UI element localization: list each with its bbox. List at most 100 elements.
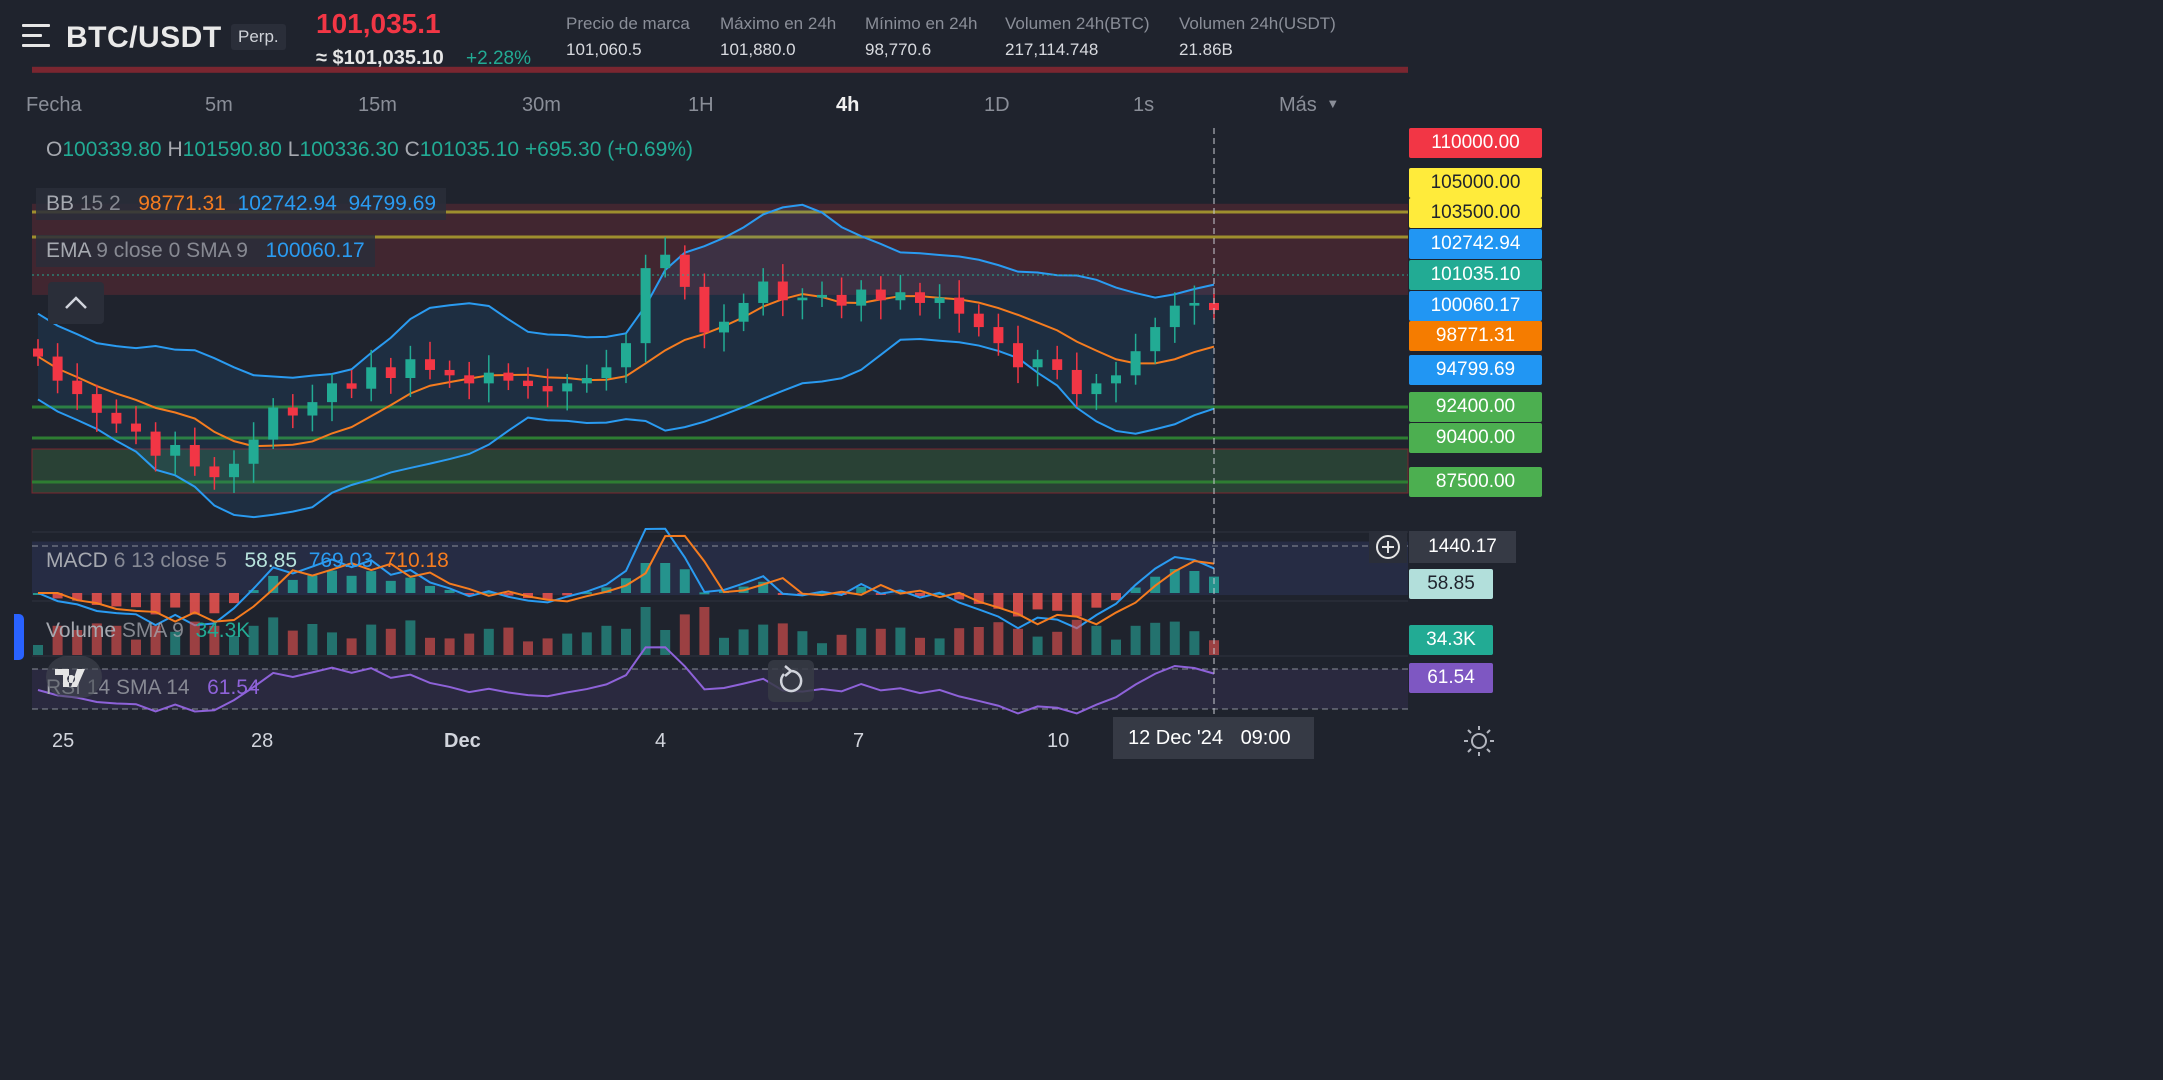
date-tick: 7 bbox=[853, 730, 865, 752]
bb-legend[interactable]: BB 15 2 98771.31 102742.94 94799.69 bbox=[36, 188, 447, 220]
chevron-down-icon: ▼ bbox=[1326, 96, 1340, 111]
tab-more[interactable]: Más ▼ bbox=[1279, 94, 1339, 117]
price-chart[interactable] bbox=[0, 0, 1568, 783]
bb-lower-value: 94799.69 bbox=[348, 192, 437, 215]
volume-bar bbox=[758, 624, 769, 655]
stat-label-mark-price: Precio de marca bbox=[566, 14, 690, 33]
volume-params: SMA 9 bbox=[121, 619, 184, 642]
macd-histogram-bar bbox=[1013, 593, 1023, 617]
macd-histogram-bar bbox=[131, 593, 141, 608]
tab-1s[interactable]: 1s bbox=[1133, 94, 1155, 116]
tab-15m[interactable]: 15m bbox=[358, 94, 397, 116]
macd-histogram-bar bbox=[405, 577, 416, 593]
macd-histogram-bar bbox=[1071, 593, 1082, 617]
collapse-legend-button[interactable] bbox=[48, 282, 104, 324]
tab-1d[interactable]: 1D bbox=[984, 94, 1010, 116]
price-tag: 92400.00 bbox=[1409, 392, 1542, 422]
macd-histogram-bar bbox=[1130, 587, 1141, 593]
candle-body bbox=[875, 289, 886, 301]
bb-mid-value: 98771.31 bbox=[138, 192, 226, 215]
volume-bar bbox=[660, 630, 671, 655]
price-tag: 101035.10 bbox=[1409, 260, 1542, 290]
macd-histogram-bar bbox=[1189, 571, 1200, 593]
side-handle[interactable] bbox=[14, 614, 24, 660]
macd-histogram-bar bbox=[581, 592, 592, 595]
ema-value: 100060.17 bbox=[265, 239, 365, 262]
candle-body bbox=[444, 369, 455, 376]
macd-histogram-bar bbox=[542, 593, 553, 600]
crosshair-date-label: 12 Dec '24 09:00 bbox=[1113, 717, 1314, 759]
candle-body bbox=[601, 367, 612, 378]
volume-bar bbox=[33, 645, 43, 655]
level-zone-110000 bbox=[32, 66, 1408, 73]
reset-chart-button[interactable] bbox=[768, 660, 814, 702]
volume-bar bbox=[1169, 621, 1180, 655]
volume-bar bbox=[993, 622, 1004, 655]
volume-bar bbox=[1013, 628, 1023, 655]
macd-legend[interactable]: MACD 6 13 close 5 58.85 769.03 710.18 bbox=[46, 549, 449, 573]
contract-badge: Perp. bbox=[231, 24, 286, 50]
candle-body bbox=[1071, 369, 1082, 395]
macd-histogram-bar bbox=[307, 575, 318, 593]
tab-4h[interactable]: 4h bbox=[836, 94, 860, 116]
ema-legend[interactable]: EMA 9 close 0 SMA 9 100060.17 bbox=[36, 235, 375, 267]
candle-body bbox=[385, 367, 396, 378]
stat-value-mark-price: 101,060.5 bbox=[566, 40, 642, 59]
crosshair-time: 09:00 bbox=[1240, 727, 1291, 749]
candle-body bbox=[562, 383, 573, 392]
candle-body bbox=[327, 383, 337, 403]
bb-params: 15 2 bbox=[79, 192, 121, 215]
ema-params: 9 close 0 SMA 9 bbox=[96, 239, 248, 262]
candle-body bbox=[229, 463, 239, 478]
candle-body bbox=[542, 386, 553, 392]
volume-legend[interactable]: Volume SMA 9 34.3K bbox=[46, 619, 250, 643]
macd-histogram-bar bbox=[993, 593, 1004, 609]
volume-bar bbox=[248, 625, 259, 655]
volume-bar bbox=[973, 627, 984, 655]
macd-histogram-bar bbox=[150, 593, 161, 615]
rsi-params: 14 SMA 14 bbox=[86, 676, 190, 699]
macd-histogram-bar bbox=[366, 571, 377, 593]
ohlc-c-label: C bbox=[404, 138, 420, 161]
volume-bar bbox=[425, 637, 435, 655]
volume-bar bbox=[327, 632, 337, 655]
rsi-value: 61.54 bbox=[207, 676, 260, 699]
stat-value-volume-btc: 217,114.748 bbox=[1005, 40, 1099, 59]
candle-body bbox=[268, 407, 279, 440]
symbol-title[interactable]: BTC/USDT bbox=[66, 21, 222, 54]
macd-histogram-bar bbox=[385, 580, 396, 593]
settings-button[interactable] bbox=[1462, 724, 1496, 758]
approx-usd-price: ≈ $101,035.10 bbox=[316, 47, 444, 69]
volume-bar bbox=[934, 638, 945, 655]
tab-more-label: Más bbox=[1279, 94, 1317, 116]
candle-body bbox=[1052, 359, 1063, 370]
macd-histogram-bar bbox=[209, 593, 220, 614]
macd-histogram-bar bbox=[1052, 593, 1063, 611]
volume-bar bbox=[1189, 631, 1200, 655]
tab-30m[interactable]: 30m bbox=[522, 94, 561, 116]
macd-histogram-bar bbox=[52, 593, 63, 599]
ohlc-change: +695.30 (+0.69%) bbox=[524, 138, 693, 161]
macd-histogram-bar bbox=[111, 593, 122, 607]
tab-fecha[interactable]: Fecha bbox=[26, 94, 82, 116]
candle-body bbox=[346, 383, 357, 389]
tab-1h[interactable]: 1H bbox=[688, 94, 714, 116]
candle-body bbox=[1189, 302, 1200, 306]
menu-icon[interactable] bbox=[22, 24, 50, 48]
date-tick: 25 bbox=[52, 730, 75, 752]
macd-histogram-bar bbox=[1169, 569, 1180, 593]
candle-body bbox=[856, 289, 867, 306]
macd-histogram-bar bbox=[503, 593, 514, 596]
volume-bar bbox=[209, 625, 220, 655]
candle-body bbox=[405, 359, 416, 378]
volume-bar bbox=[405, 620, 416, 655]
candle-body bbox=[33, 348, 43, 357]
price-tag: 102742.94 bbox=[1409, 229, 1542, 259]
date-tick: 28 bbox=[251, 730, 274, 752]
price-tag: 90400.00 bbox=[1409, 423, 1542, 453]
volume-bar bbox=[875, 628, 886, 655]
price-tag: 94799.69 bbox=[1409, 355, 1542, 385]
crosshair-add-button[interactable] bbox=[1369, 531, 1407, 563]
tab-5m[interactable]: 5m bbox=[205, 94, 233, 116]
price-tag: 103500.00 bbox=[1409, 198, 1542, 228]
